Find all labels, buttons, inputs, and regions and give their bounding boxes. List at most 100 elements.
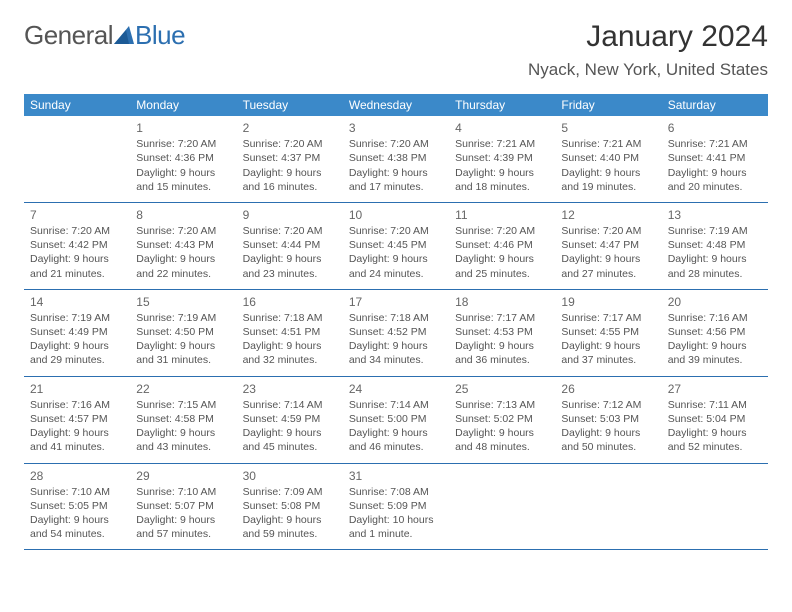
calendar-cell: 3Sunrise: 7:20 AMSunset: 4:38 PMDaylight…	[343, 116, 449, 202]
day-number: 21	[30, 381, 124, 397]
sunset-text: Sunset: 4:36 PM	[136, 151, 230, 165]
calendar-cell: 30Sunrise: 7:09 AMSunset: 5:08 PMDayligh…	[237, 463, 343, 550]
title-block: January 2024 Nyack, New York, United Sta…	[528, 20, 768, 80]
sunset-text: Sunset: 4:44 PM	[243, 238, 337, 252]
day-number: 13	[668, 207, 762, 223]
sunset-text: Sunset: 4:53 PM	[455, 325, 549, 339]
day-number: 29	[136, 468, 230, 484]
col-sunday: Sunday	[24, 94, 130, 116]
sunrise-text: Sunrise: 7:15 AM	[136, 398, 230, 412]
calendar-week-row: 21Sunrise: 7:16 AMSunset: 4:57 PMDayligh…	[24, 376, 768, 463]
calendar-cell	[24, 116, 130, 202]
day-number: 2	[243, 120, 337, 136]
logo-text-blue: Blue	[135, 20, 185, 51]
sunrise-text: Sunrise: 7:20 AM	[136, 137, 230, 151]
daylight-text: Daylight: 9 hours	[243, 166, 337, 180]
daylight-text: and 41 minutes.	[30, 440, 124, 454]
sunset-text: Sunset: 5:00 PM	[349, 412, 443, 426]
sunset-text: Sunset: 4:57 PM	[30, 412, 124, 426]
sunrise-text: Sunrise: 7:20 AM	[349, 224, 443, 238]
daylight-text: Daylight: 9 hours	[455, 426, 549, 440]
col-tuesday: Tuesday	[237, 94, 343, 116]
daylight-text: and 21 minutes.	[30, 267, 124, 281]
daylight-text: and 24 minutes.	[349, 267, 443, 281]
sunset-text: Sunset: 4:58 PM	[136, 412, 230, 426]
daylight-text: Daylight: 9 hours	[349, 426, 443, 440]
sunset-text: Sunset: 4:45 PM	[349, 238, 443, 252]
daylight-text: and 18 minutes.	[455, 180, 549, 194]
day-number: 17	[349, 294, 443, 310]
calendar-cell: 4Sunrise: 7:21 AMSunset: 4:39 PMDaylight…	[449, 116, 555, 202]
calendar-cell: 11Sunrise: 7:20 AMSunset: 4:46 PMDayligh…	[449, 202, 555, 289]
day-number: 10	[349, 207, 443, 223]
col-thursday: Thursday	[449, 94, 555, 116]
sunrise-text: Sunrise: 7:18 AM	[349, 311, 443, 325]
sunset-text: Sunset: 4:55 PM	[561, 325, 655, 339]
daylight-text: and 31 minutes.	[136, 353, 230, 367]
day-number: 18	[455, 294, 549, 310]
calendar-cell: 9Sunrise: 7:20 AMSunset: 4:44 PMDaylight…	[237, 202, 343, 289]
daylight-text: Daylight: 9 hours	[30, 339, 124, 353]
day-number: 26	[561, 381, 655, 397]
sunset-text: Sunset: 4:51 PM	[243, 325, 337, 339]
daylight-text: and 17 minutes.	[349, 180, 443, 194]
daylight-text: Daylight: 9 hours	[455, 166, 549, 180]
col-saturday: Saturday	[662, 94, 768, 116]
sunset-text: Sunset: 4:48 PM	[668, 238, 762, 252]
calendar-table: Sunday Monday Tuesday Wednesday Thursday…	[24, 94, 768, 550]
day-number: 1	[136, 120, 230, 136]
calendar-week-row: 14Sunrise: 7:19 AMSunset: 4:49 PMDayligh…	[24, 289, 768, 376]
calendar-cell: 21Sunrise: 7:16 AMSunset: 4:57 PMDayligh…	[24, 376, 130, 463]
daylight-text: Daylight: 9 hours	[30, 513, 124, 527]
calendar-cell: 14Sunrise: 7:19 AMSunset: 4:49 PMDayligh…	[24, 289, 130, 376]
daylight-text: Daylight: 9 hours	[668, 252, 762, 266]
sunrise-text: Sunrise: 7:12 AM	[561, 398, 655, 412]
calendar-cell: 22Sunrise: 7:15 AMSunset: 4:58 PMDayligh…	[130, 376, 236, 463]
sunrise-text: Sunrise: 7:16 AM	[668, 311, 762, 325]
daylight-text: and 1 minute.	[349, 527, 443, 541]
calendar-cell: 26Sunrise: 7:12 AMSunset: 5:03 PMDayligh…	[555, 376, 661, 463]
calendar-cell: 23Sunrise: 7:14 AMSunset: 4:59 PMDayligh…	[237, 376, 343, 463]
col-wednesday: Wednesday	[343, 94, 449, 116]
daylight-text: and 28 minutes.	[668, 267, 762, 281]
sunset-text: Sunset: 5:03 PM	[561, 412, 655, 426]
daylight-text: and 39 minutes.	[668, 353, 762, 367]
day-number: 12	[561, 207, 655, 223]
sunrise-text: Sunrise: 7:20 AM	[30, 224, 124, 238]
calendar-cell: 2Sunrise: 7:20 AMSunset: 4:37 PMDaylight…	[237, 116, 343, 202]
sunrise-text: Sunrise: 7:20 AM	[455, 224, 549, 238]
daylight-text: and 50 minutes.	[561, 440, 655, 454]
daylight-text: Daylight: 9 hours	[243, 426, 337, 440]
calendar-cell: 6Sunrise: 7:21 AMSunset: 4:41 PMDaylight…	[662, 116, 768, 202]
daylight-text: Daylight: 9 hours	[243, 252, 337, 266]
day-number: 23	[243, 381, 337, 397]
calendar-cell: 12Sunrise: 7:20 AMSunset: 4:47 PMDayligh…	[555, 202, 661, 289]
sunrise-text: Sunrise: 7:19 AM	[668, 224, 762, 238]
sunset-text: Sunset: 4:46 PM	[455, 238, 549, 252]
day-number: 30	[243, 468, 337, 484]
daylight-text: Daylight: 10 hours	[349, 513, 443, 527]
day-number: 22	[136, 381, 230, 397]
sunset-text: Sunset: 4:43 PM	[136, 238, 230, 252]
calendar-cell	[449, 463, 555, 550]
sunset-text: Sunset: 5:05 PM	[30, 499, 124, 513]
daylight-text: and 23 minutes.	[243, 267, 337, 281]
day-number: 24	[349, 381, 443, 397]
calendar-cell: 13Sunrise: 7:19 AMSunset: 4:48 PMDayligh…	[662, 202, 768, 289]
daylight-text: Daylight: 9 hours	[561, 339, 655, 353]
sunset-text: Sunset: 5:02 PM	[455, 412, 549, 426]
sunrise-text: Sunrise: 7:13 AM	[455, 398, 549, 412]
daylight-text: Daylight: 9 hours	[136, 339, 230, 353]
calendar-cell: 7Sunrise: 7:20 AMSunset: 4:42 PMDaylight…	[24, 202, 130, 289]
sunrise-text: Sunrise: 7:10 AM	[30, 485, 124, 499]
day-number: 6	[668, 120, 762, 136]
col-friday: Friday	[555, 94, 661, 116]
logo: General Blue	[24, 20, 185, 51]
day-number: 14	[30, 294, 124, 310]
day-number: 5	[561, 120, 655, 136]
day-number: 4	[455, 120, 549, 136]
daylight-text: and 43 minutes.	[136, 440, 230, 454]
daylight-text: and 57 minutes.	[136, 527, 230, 541]
calendar-cell	[662, 463, 768, 550]
day-number: 25	[455, 381, 549, 397]
